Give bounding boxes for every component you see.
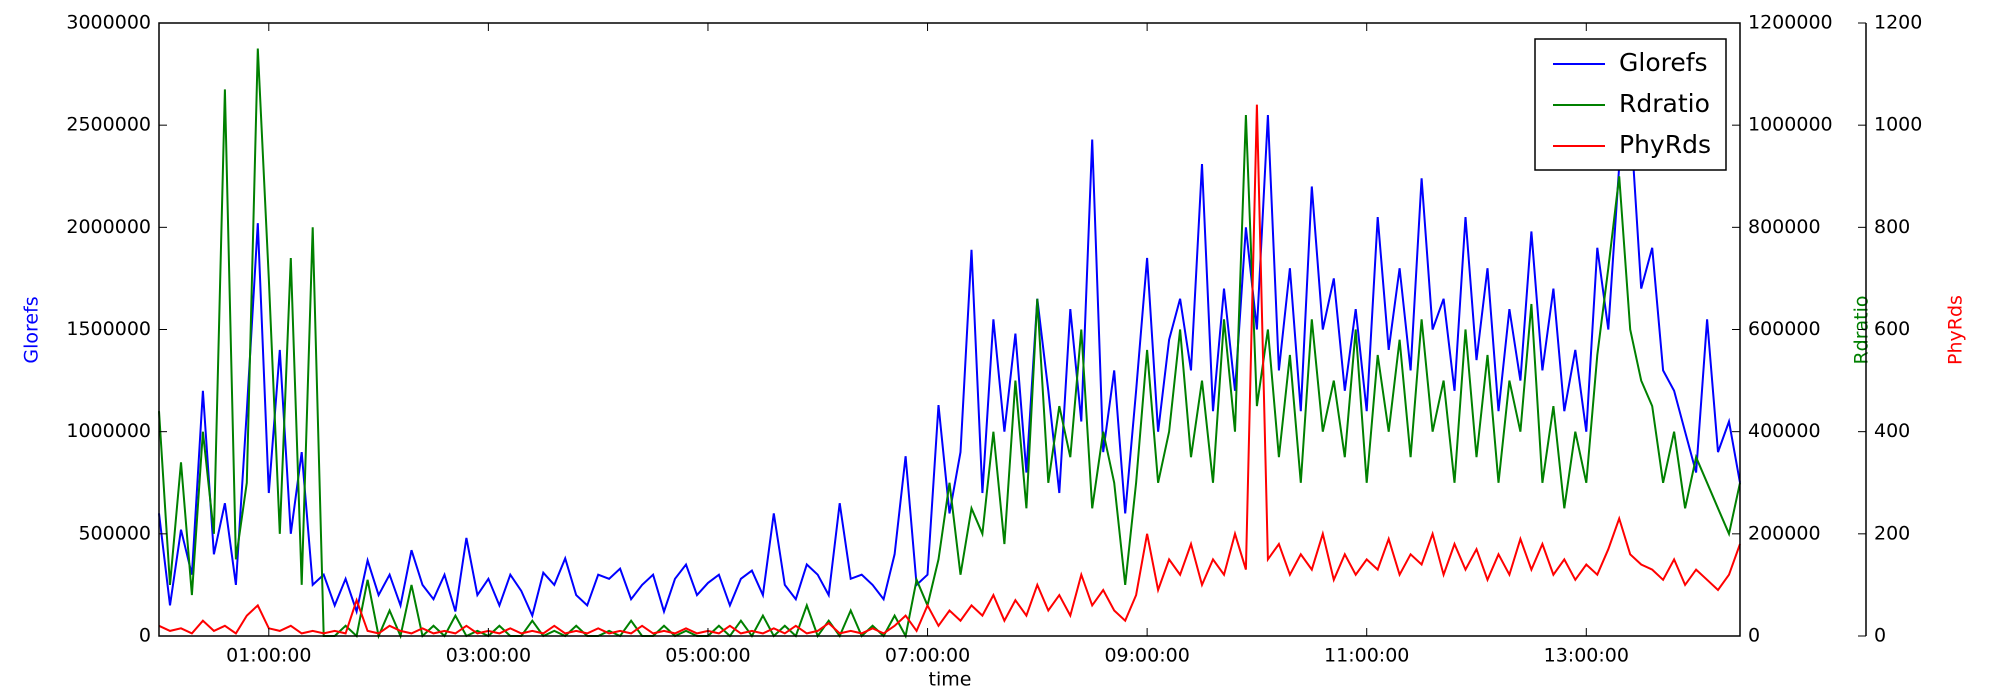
series-line [158, 104, 1741, 635]
x-tick-label: 07:00:00 [885, 645, 970, 667]
y2-tick-label: 600000 [1748, 318, 1821, 340]
series-line [158, 114, 1741, 619]
y2-tick-label: 800000 [1748, 216, 1821, 238]
y2-tick-label: 1200000 [1748, 12, 1833, 34]
y3-tick-label: 200 [1874, 522, 1910, 544]
y-axis-label: Glorefs [21, 296, 43, 363]
x-tick-label: 01:00:00 [226, 645, 311, 667]
legend-label: Glorefs [1619, 48, 1708, 77]
y3-tick-label: 600 [1874, 318, 1910, 340]
y3-axis-label: PhyRds [1945, 295, 1967, 365]
y2-tick-label: 400000 [1748, 420, 1821, 442]
plot-frame [158, 22, 1741, 637]
y2-tick-label: 200000 [1748, 522, 1821, 544]
y2-tick-label: 0 [1748, 625, 1760, 647]
legend-label: PhyRds [1619, 130, 1711, 159]
y-tick-label: 500000 [78, 522, 151, 544]
x-tick-label: 11:00:00 [1324, 645, 1409, 667]
y2-tick-label: 1000000 [1748, 114, 1833, 136]
y-tick-label: 0 [139, 625, 151, 647]
y-tick-label: 1500000 [66, 318, 151, 340]
legend-label: Rdratio [1619, 89, 1710, 118]
x-tick-label: 09:00:00 [1104, 645, 1189, 667]
x-axis-label: time [929, 669, 972, 691]
y3-tick-label: 1200 [1874, 12, 1922, 34]
x-tick-label: 13:00:00 [1544, 645, 1629, 667]
y3-tick-label: 400 [1874, 420, 1910, 442]
y-tick-label: 2000000 [66, 216, 151, 238]
y-tick-label: 3000000 [66, 12, 151, 34]
y3-tick-label: 800 [1874, 216, 1910, 238]
x-tick-label: 05:00:00 [665, 645, 750, 667]
y3-tick-label: 1000 [1874, 114, 1922, 136]
y3-tick-label: 0 [1874, 625, 1886, 647]
y-tick-label: 2500000 [66, 114, 151, 136]
y-tick-label: 1000000 [66, 420, 151, 442]
x-tick-label: 03:00:00 [446, 645, 531, 667]
series-line [158, 48, 1741, 640]
